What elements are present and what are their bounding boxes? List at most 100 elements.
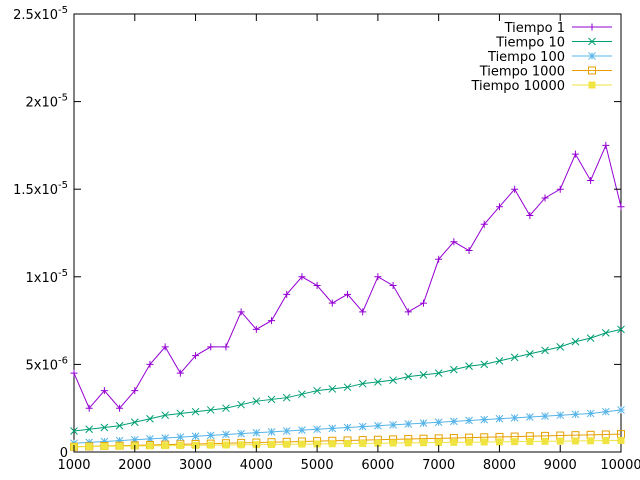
data-point bbox=[222, 441, 230, 449]
data-point bbox=[511, 438, 519, 446]
data-point bbox=[419, 299, 427, 307]
series-2 bbox=[70, 325, 625, 435]
data-point bbox=[85, 404, 93, 412]
data-point bbox=[389, 282, 397, 290]
data-point bbox=[541, 412, 549, 420]
data-point bbox=[541, 437, 549, 445]
data-point bbox=[116, 442, 124, 450]
data-point bbox=[495, 203, 503, 211]
data-point bbox=[191, 432, 200, 441]
data-point bbox=[146, 442, 154, 450]
data-point bbox=[298, 440, 306, 448]
data-point bbox=[313, 282, 321, 290]
y-tick-exponent: -5 bbox=[58, 5, 68, 16]
data-point bbox=[586, 409, 595, 418]
data-point bbox=[617, 325, 625, 334]
data-point bbox=[206, 406, 215, 414]
data-point bbox=[192, 352, 200, 360]
data-point bbox=[556, 185, 564, 193]
series-line bbox=[73, 328, 622, 432]
tick-layer: 1000 2000 3000 4000 5000 6000 7000 8000 9000 1000… bbox=[13, 5, 640, 473]
data-point bbox=[130, 418, 139, 427]
series-layer bbox=[70, 141, 625, 451]
legend-marker bbox=[588, 37, 596, 46]
legend-marker bbox=[588, 23, 596, 31]
legend-label: Tiempo 10 bbox=[495, 36, 565, 51]
data-point bbox=[131, 387, 139, 395]
data-point bbox=[161, 411, 170, 420]
y-tick-exponent: -6 bbox=[58, 355, 68, 366]
data-point bbox=[526, 211, 534, 219]
data-point bbox=[313, 440, 321, 448]
data-point bbox=[404, 372, 413, 381]
data-point bbox=[85, 425, 94, 434]
data-point bbox=[389, 376, 397, 385]
data-point bbox=[344, 290, 351, 298]
data-point bbox=[435, 439, 443, 447]
data-point bbox=[510, 353, 519, 362]
data-point bbox=[404, 420, 413, 428]
data-point bbox=[115, 421, 124, 430]
data-point bbox=[465, 362, 473, 371]
data-point bbox=[207, 343, 215, 351]
y-tick-label: 1.5x10-5 bbox=[13, 180, 68, 198]
data-point bbox=[588, 66, 596, 75]
y-tick-label: 5x10-6 bbox=[26, 355, 69, 373]
data-point bbox=[176, 369, 184, 377]
data-point bbox=[176, 442, 184, 450]
data-point bbox=[419, 371, 428, 379]
data-point bbox=[115, 436, 124, 445]
data-point bbox=[343, 383, 352, 392]
y-tick-label: 2.5x10-5 bbox=[13, 5, 68, 23]
data-point bbox=[100, 423, 109, 432]
series-5 bbox=[70, 436, 625, 451]
x-tick-label: 9000 bbox=[544, 458, 577, 473]
data-point bbox=[571, 410, 580, 419]
data-point bbox=[176, 409, 185, 418]
data-point bbox=[465, 247, 473, 255]
data-point bbox=[252, 397, 261, 406]
legend-label: Tiempo 100 bbox=[487, 50, 565, 65]
series-3 bbox=[70, 406, 625, 448]
data-point bbox=[541, 346, 549, 355]
data-point bbox=[191, 407, 200, 416]
data-point bbox=[617, 203, 625, 211]
data-point bbox=[450, 238, 458, 246]
data-point bbox=[359, 308, 367, 316]
legend-label: Tiempo 1 bbox=[504, 21, 565, 36]
data-point bbox=[435, 255, 443, 263]
legend-marker bbox=[588, 66, 596, 75]
data-point bbox=[450, 438, 458, 446]
data-point bbox=[465, 438, 473, 446]
data-point bbox=[374, 273, 382, 281]
plot-frame bbox=[73, 13, 622, 453]
data-point bbox=[161, 434, 170, 442]
y-tick-label: 2x10-5 bbox=[26, 93, 69, 111]
data-point bbox=[586, 334, 595, 342]
data-point bbox=[328, 299, 336, 307]
data-point bbox=[222, 430, 230, 439]
data-point bbox=[85, 443, 93, 451]
data-point bbox=[146, 414, 154, 423]
data-point bbox=[525, 413, 534, 421]
y-tick-exponent: -5 bbox=[58, 268, 68, 279]
data-point bbox=[588, 81, 596, 89]
data-point bbox=[588, 23, 596, 31]
data-point bbox=[268, 440, 276, 448]
data-point bbox=[70, 427, 78, 435]
x-tick-label: 5000 bbox=[301, 458, 334, 473]
data-point bbox=[267, 427, 276, 436]
data-point bbox=[130, 435, 139, 444]
data-point bbox=[495, 438, 503, 446]
data-point bbox=[480, 360, 489, 369]
data-point bbox=[206, 431, 215, 440]
data-point bbox=[617, 406, 625, 414]
data-point bbox=[526, 437, 534, 445]
data-point bbox=[480, 438, 488, 446]
data-point bbox=[511, 185, 519, 193]
y-tick-base: 1.5x10 bbox=[13, 183, 58, 198]
data-point bbox=[601, 329, 610, 337]
data-point bbox=[358, 379, 367, 388]
x-tick-label: 7000 bbox=[422, 458, 455, 473]
